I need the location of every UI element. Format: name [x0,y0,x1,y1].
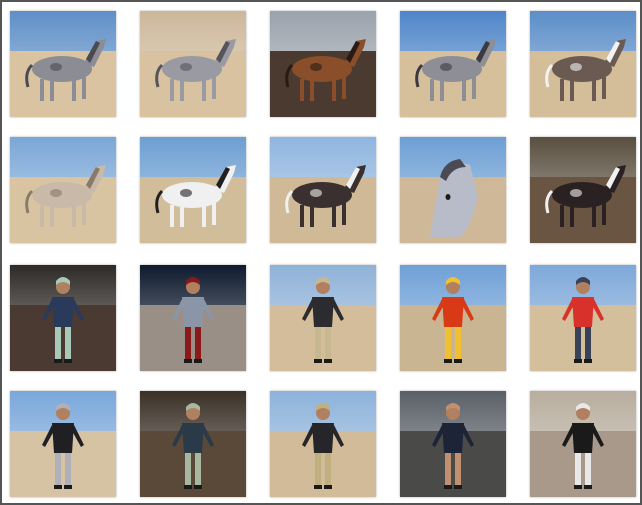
woman-grey-dress-icon [140,265,246,371]
person-figure [172,403,214,489]
thumbnail-16[interactable] [10,391,116,497]
horse-grey-appaloosa-grass-icon [400,11,506,117]
horse-figure [25,165,106,227]
thumbnail-13[interactable] [270,265,376,371]
horse-pinto-forest-icon [530,137,636,243]
thumbnail-3[interactable] [270,11,376,117]
woman-red-top-beach-icon [530,265,636,371]
woman-red-flame-dress-icon [400,265,506,371]
person-figure [172,277,214,363]
horse-figure [545,39,626,101]
horse-leopard-appaloosa-icon [140,137,246,243]
thumbnail-4[interactable] [400,11,506,117]
thumbnail-2[interactable] [140,11,246,117]
horse-bay-rocks-icon [270,11,376,117]
thumbnail-20[interactable] [530,391,636,497]
thumbnail-12[interactable] [140,265,246,371]
horse-head-figure [430,159,478,237]
thumbnail-17[interactable] [140,391,246,497]
thumbnail-10[interactable] [530,137,636,243]
horse-figure [285,165,366,227]
man-vest-sand-icon [530,391,636,497]
horse-grey-appaloosa-closeup-icon [140,11,246,117]
person-figure [42,277,84,363]
person-figure [302,403,344,489]
horse-palomino-beach-icon [10,137,116,243]
horse-figure [155,165,236,227]
thumbnail-6[interactable] [10,137,116,243]
thumbnail-19[interactable] [400,391,506,497]
horse-grey-head-closeup-icon [400,137,506,243]
person-figure [42,403,84,489]
man-black-suit-grass-icon [270,391,376,497]
person-figure [302,277,344,363]
horse-pinto-beach-icon [530,11,636,117]
horse-figure [155,39,236,101]
thumbnail-8[interactable] [270,137,376,243]
horse-figure [415,39,496,101]
horse-pinto-rearing-icon [270,137,376,243]
thumbnail-18[interactable] [270,391,376,497]
thumbnail-grid [8,9,636,499]
thumbnail-14[interactable] [400,265,506,371]
man-black-suit-beach-icon [270,265,376,371]
thumbnail-7[interactable] [140,137,246,243]
person-figure [432,277,474,363]
thumbnail-11[interactable] [10,265,116,371]
thumbnail-9[interactable] [400,137,506,243]
horse-figure [285,39,366,101]
thumbnail-5[interactable] [530,11,636,117]
woman-navy-jacket-ruins-icon [400,391,506,497]
person-figure [432,403,474,489]
horse-figure [545,165,626,227]
man-plaid-shirt-icon [10,265,116,371]
woman-rocks-camo-icon [140,391,246,497]
thumbnail-1[interactable] [10,11,116,117]
thumbnail-15[interactable] [530,265,636,371]
person-figure [562,277,604,363]
person-figure [562,403,604,489]
man-leather-jacket-beach-icon [10,391,116,497]
horse-grey-appaloosa-beach-icon [10,11,116,117]
horse-figure [25,39,106,101]
